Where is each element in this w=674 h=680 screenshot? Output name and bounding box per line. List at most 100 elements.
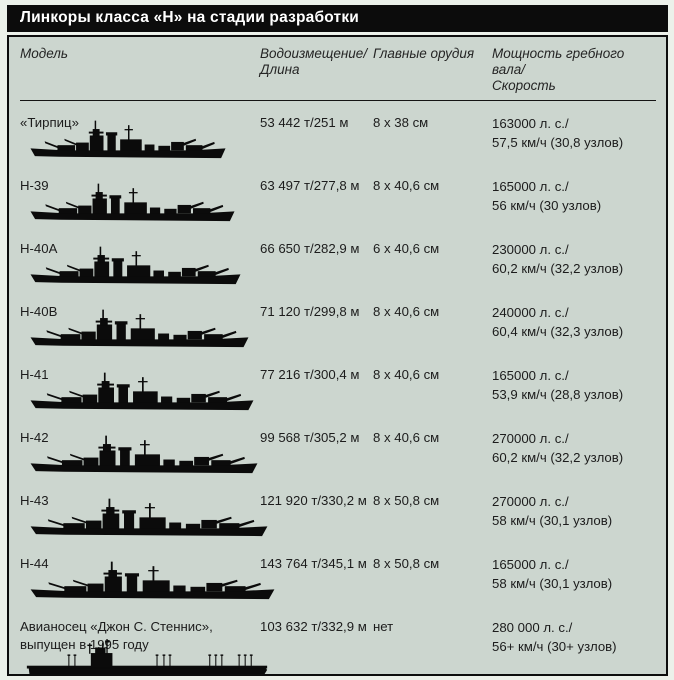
model-cell: Н-42	[20, 416, 260, 479]
main-guns-value: нет	[373, 619, 394, 634]
model-cell: Н-40В	[20, 290, 260, 353]
ship-model-label: Н-39	[20, 178, 49, 193]
battleship-silhouette-icon	[30, 435, 258, 474]
table-row: Н-40В 71 120 т/299,8 м 8 x 40,6 см 24000…	[9, 290, 666, 353]
ship-silhouette	[30, 120, 226, 160]
table-row: Авианосец «Джон С. Стеннис», выпущен в 1…	[9, 605, 666, 674]
power-speed-cell: 165000 л. с./ 53,9 км/ч (28,8 узлов)	[492, 353, 666, 416]
column-header-model: Модель	[20, 46, 260, 94]
main-guns-value: 8 x 50,8 см	[373, 556, 440, 571]
battleship-silhouette-icon	[30, 120, 226, 159]
battleship-silhouette-icon	[30, 372, 254, 411]
ship-silhouette	[26, 639, 268, 674]
ship-model-label: Н-41	[20, 367, 49, 382]
ship-silhouette	[30, 498, 268, 538]
power-speed-cell: 270000 л. с./ 58 км/ч (30,1 узлов)	[492, 479, 666, 542]
table-body: «Тирпиц» 53 442 т/251 м 8 x 38 см 163000…	[9, 101, 666, 674]
displacement-length-value: 77 216 т/300,4 м	[260, 367, 360, 382]
speed-value: 60,4 км/ч (32,3 узлов)	[492, 324, 624, 339]
displacement-length-value: 121 920 т/330,2 м	[260, 493, 367, 508]
main-guns-value: 8 x 40,6 см	[373, 367, 440, 382]
table-row: Н-42 99 568 т/305,2 м 8 x 40,6 см 270000…	[9, 416, 666, 479]
speed-value: 58 км/ч (30,1 узлов)	[492, 513, 613, 528]
ship-table: Модель Водоизмещение/ Длина Главные оруд…	[7, 35, 668, 676]
shaft-power-value: 165000 л. с./	[492, 557, 569, 572]
model-cell: Н-44	[20, 542, 275, 605]
table-row: «Тирпиц» 53 442 т/251 м 8 x 38 см 163000…	[9, 101, 666, 164]
shaft-power-value: 270000 л. с./	[492, 494, 569, 509]
speed-value: 58 км/ч (30,1 узлов)	[492, 576, 613, 591]
battleship-silhouette-icon	[30, 561, 275, 600]
displacement-length-value: 53 442 т/251 м	[260, 115, 349, 130]
column-header-displacement-line1: Водоизмещение/	[260, 46, 368, 61]
ship-silhouette	[30, 246, 241, 286]
column-header-power: Мощность гребного вала/ Скорость	[492, 46, 656, 94]
displacement-length-value: 63 497 т/277,8 м	[260, 178, 360, 193]
main-guns-value: 6 x 40,6 см	[373, 241, 440, 256]
ship-silhouette	[30, 561, 275, 601]
column-header-displacement: Водоизмещение/ Длина	[260, 46, 373, 94]
battleship-silhouette-icon	[30, 246, 241, 285]
displacement-length-value: 143 764 т/345,1 м	[260, 556, 367, 571]
speed-value: 56+ км/ч (30+ узлов)	[492, 639, 617, 654]
page-title: Линкоры класса «Н» на стадии разработки	[20, 9, 360, 26]
column-header-guns-line1: Главные орудия	[373, 46, 475, 61]
power-speed-cell: 280 000 л. с./ 56+ км/ч (30+ узлов)	[492, 605, 666, 674]
ship-model-label: Н-42	[20, 430, 49, 445]
ship-model-label: Н-40В	[20, 304, 58, 319]
shaft-power-value: 230000 л. с./	[492, 242, 569, 257]
model-cell: Н-40А	[20, 227, 260, 290]
speed-value: 60,2 км/ч (32,2 узлов)	[492, 450, 624, 465]
power-speed-cell: 165000 л. с./ 58 км/ч (30,1 узлов)	[492, 542, 666, 605]
main-guns-value: 8 x 50,8 см	[373, 493, 440, 508]
main-guns-value: 8 x 40,6 см	[373, 430, 440, 445]
main-guns-value: 8 x 40,6 см	[373, 178, 440, 193]
shaft-power-value: 280 000 л. с./	[492, 620, 573, 635]
table-row: Н-40А 66 650 т/282,9 м 6 x 40,6 см 23000…	[9, 227, 666, 290]
ship-model-label-line2: выпущен в 1995 году	[20, 637, 149, 652]
ship-model-label: Н-43	[20, 493, 49, 508]
table-header-row: Модель Водоизмещение/ Длина Главные оруд…	[9, 37, 666, 94]
ship-silhouette	[30, 372, 254, 412]
power-speed-cell: 230000 л. с./ 60,2 км/ч (32,2 узлов)	[492, 227, 666, 290]
power-speed-cell: 163000 л. с./ 57,5 км/ч (30,8 узлов)	[492, 101, 666, 164]
power-speed-cell: 240000 л. с./ 60,4 км/ч (32,3 узлов)	[492, 290, 666, 353]
shaft-power-value: 163000 л. с./	[492, 116, 569, 131]
table-row: Н-39 63 497 т/277,8 м 8 x 40,6 см 165000…	[9, 164, 666, 227]
speed-value: 57,5 км/ч (30,8 узлов)	[492, 135, 624, 150]
table-row: Н-43 121 920 т/330,2 м 8 x 50,8 см 27000…	[9, 479, 666, 542]
carrier-silhouette-icon	[26, 639, 268, 674]
column-header-power-line2: Скорость	[492, 78, 556, 93]
shaft-power-value: 240000 л. с./	[492, 305, 569, 320]
ship-model-label: Авианосец «Джон С. Стеннис»,	[20, 619, 213, 634]
model-cell: Н-41	[20, 353, 260, 416]
model-cell: «Тирпиц»	[20, 101, 260, 164]
table-row: Н-41 77 216 т/300,4 м 8 x 40,6 см 165000…	[9, 353, 666, 416]
ship-model-label: «Тирпиц»	[20, 115, 79, 130]
main-guns-value: 8 x 38 см	[373, 115, 429, 130]
column-header-model-line1: Модель	[20, 46, 68, 61]
model-cell: Н-43	[20, 479, 268, 542]
table-row: Н-44 143 764 т/345,1 м 8 x 50,8 см 16500…	[9, 542, 666, 605]
ship-model-label: Н-44	[20, 556, 49, 571]
column-header-guns: Главные орудия	[373, 46, 492, 94]
speed-value: 56 км/ч (30 узлов)	[492, 198, 602, 213]
model-cell: Н-39	[20, 164, 260, 227]
displacement-length-value: 66 650 т/282,9 м	[260, 241, 360, 256]
column-header-displacement-line2: Длина	[260, 62, 300, 77]
main-guns-value: 8 x 40,6 см	[373, 304, 440, 319]
model-cell: Авианосец «Джон С. Стеннис», выпущен в 1…	[20, 605, 268, 674]
ship-model-label: Н-40А	[20, 241, 58, 256]
title-bar: Линкоры класса «Н» на стадии разработки	[7, 5, 668, 32]
column-header-power-line1: Мощность гребного вала/	[492, 46, 625, 77]
displacement-length-value: 71 120 т/299,8 м	[260, 304, 360, 319]
battleship-silhouette-icon	[30, 183, 235, 222]
ship-silhouette	[30, 309, 249, 349]
displacement-length-value: 99 568 т/305,2 м	[260, 430, 360, 445]
displacement-length-value: 103 632 т/332,9 м	[260, 619, 367, 634]
ship-silhouette	[30, 435, 258, 475]
shaft-power-value: 165000 л. с./	[492, 179, 569, 194]
speed-value: 53,9 км/ч (28,8 узлов)	[492, 387, 624, 402]
power-speed-cell: 270000 л. с./ 60,2 км/ч (32,2 узлов)	[492, 416, 666, 479]
